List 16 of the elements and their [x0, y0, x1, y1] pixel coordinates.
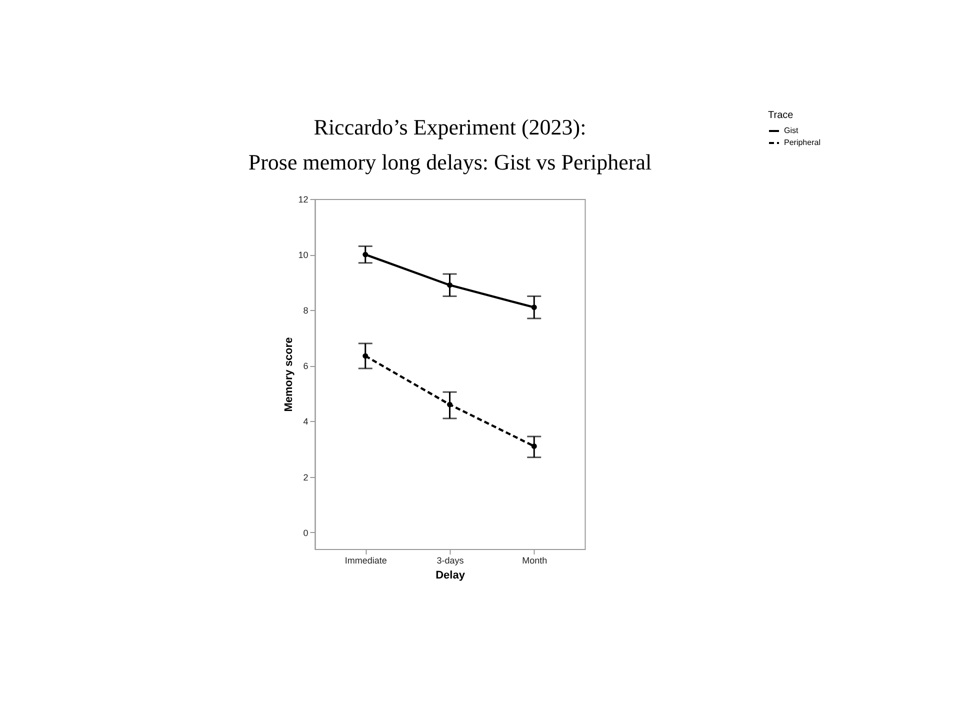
y-tick-label: 8 [303, 306, 308, 316]
legend-label: Gist [784, 126, 799, 135]
x-tick-label: Month [522, 556, 548, 566]
legend-label: Peripheral [784, 138, 821, 147]
y-axis-title: Memory score [283, 337, 296, 412]
legend-title: Trace [768, 110, 794, 121]
y-tick-label: 4 [303, 416, 308, 427]
x-tick-label: Immediate [344, 556, 387, 566]
y-tick-label: 6 [303, 361, 308, 372]
y-tick-label: 2 [303, 472, 308, 482]
y-tick-label: 0 [303, 528, 308, 538]
chart-title: Riccardo’s Experiment (2023): Prose memory long delays: Gist vs Peripheral [248, 114, 652, 174]
x-axis-title: Delay [436, 570, 466, 582]
y-tick-label: 10 [298, 250, 308, 260]
y-tick-label: 12 [298, 194, 308, 204]
x-tick-label: 3-days [436, 556, 464, 566]
